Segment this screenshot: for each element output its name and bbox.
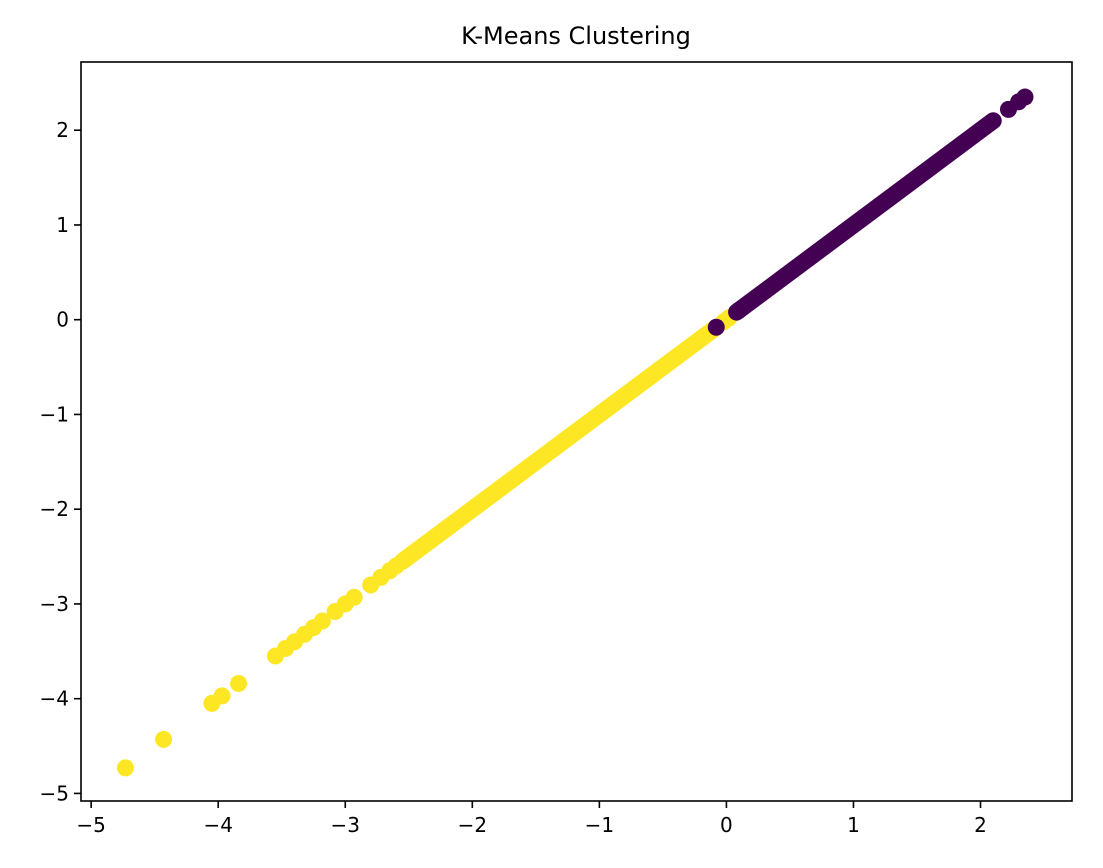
cluster-1-point [230,675,248,693]
y-tick-label: 1 [56,213,69,237]
cluster-0 [707,88,1034,336]
cluster-0-point [707,318,725,336]
x-tick-label: −5 [76,813,105,837]
cluster-1-dense-points [393,320,723,570]
cluster-1-point [213,687,231,705]
x-tick-label: −2 [458,813,487,837]
x-tick-label: 2 [974,813,987,837]
cluster-1-point [155,730,173,748]
x-tick-label: −3 [331,813,360,837]
x-axis: −5 −4 −3 −2 −1 0 1 2 [76,801,987,837]
cluster-0-point [730,301,748,319]
cluster-1 [116,309,738,777]
cluster-1-point [313,612,331,630]
scatter-marks [116,88,1034,777]
y-tick-label: −5 [40,781,69,805]
y-tick-label: −2 [40,497,69,521]
x-tick-label: 1 [847,813,860,837]
cluster-1-point [116,759,134,777]
cluster-1-point [345,588,363,606]
x-tick-label: −1 [585,813,614,837]
x-tick-label: 0 [720,813,733,837]
y-tick-label: 2 [56,118,69,142]
y-tick-label: −1 [40,402,69,426]
y-tick-label: −3 [40,592,69,616]
chart-title: K-Means Clustering [461,22,691,50]
y-axis: −5 −4 −3 −2 −1 0 1 2 [40,118,81,805]
y-tick-label: 0 [56,308,69,332]
cluster-0-point [1016,88,1034,106]
y-tick-label: −4 [40,687,69,711]
axes-frame [80,61,1073,802]
x-tick-label: −4 [203,813,232,837]
cluster-0-dense-points [728,112,1002,321]
cluster-1-point [387,557,405,575]
